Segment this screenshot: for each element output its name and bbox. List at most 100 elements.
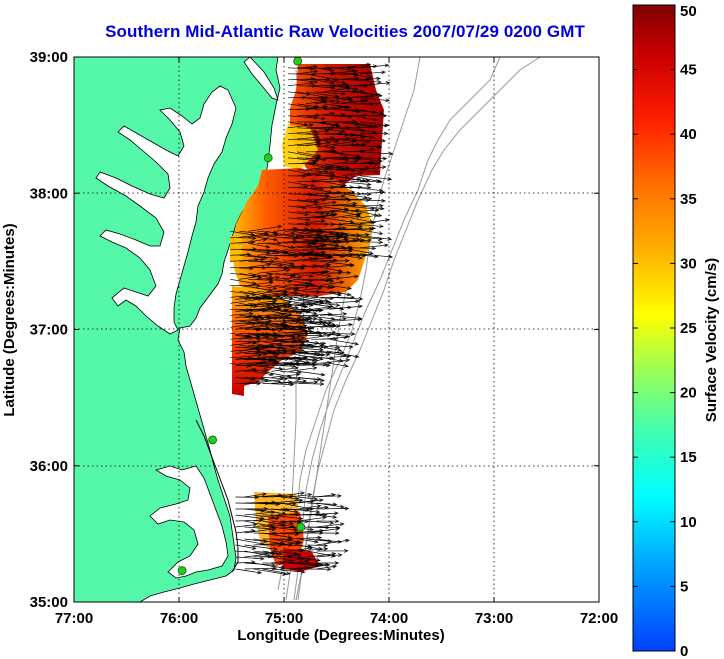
velocity-arrow xyxy=(314,91,346,96)
velocity-arrow xyxy=(230,290,257,297)
velocity-arrow xyxy=(329,245,353,250)
velocity-arrow xyxy=(266,242,296,250)
velocity-arrow xyxy=(271,526,298,532)
velocity-arrow xyxy=(298,504,322,510)
y-tick-label: 39:00 xyxy=(30,49,68,66)
velocity-arrow xyxy=(329,344,354,349)
velocity-arrow xyxy=(316,531,340,536)
velocity-arrow xyxy=(359,156,388,161)
velocity-arrow xyxy=(275,227,299,232)
velocity-arrow xyxy=(329,290,352,297)
colorbar-tick-label: 25 xyxy=(680,320,697,337)
velocity-arrow xyxy=(244,544,279,551)
velocity-arrow xyxy=(253,365,284,371)
velocity-arrow xyxy=(296,170,324,177)
velocity-arrow xyxy=(296,169,329,174)
velocity-arrow xyxy=(239,265,267,270)
velocity-arrow xyxy=(329,338,360,346)
velocity-arrow xyxy=(244,368,269,372)
velocity-arrow xyxy=(359,76,381,81)
velocity-arrow xyxy=(341,171,364,177)
velocity-arrow xyxy=(289,546,314,552)
velocity-arrow xyxy=(235,495,260,500)
velocity-arrow xyxy=(329,258,350,263)
x-tick-label: 75:00 xyxy=(265,610,303,627)
velocity-arrow xyxy=(280,540,303,546)
colorbar-tick-label: 0 xyxy=(680,643,688,659)
velocity-arrow xyxy=(253,516,280,522)
velocity-arrow xyxy=(359,63,390,69)
velocity-arrow xyxy=(314,67,335,73)
velocity-arrow xyxy=(350,223,384,229)
velocity-arrow xyxy=(296,205,323,210)
velocity-arrow xyxy=(329,284,352,291)
velocity-arrow xyxy=(262,312,286,318)
colorbar-tick-label: 5 xyxy=(680,578,688,595)
chesapeake-bay xyxy=(95,85,237,335)
velocity-arrow xyxy=(359,91,383,98)
velocity-arrow xyxy=(280,502,314,511)
velocity-arrow xyxy=(287,211,310,216)
velocity-arrow xyxy=(275,260,295,266)
velocity-arrow xyxy=(298,345,325,349)
velocity-arrow xyxy=(298,563,331,570)
velocity-arrow xyxy=(271,323,304,330)
velocity-arrow xyxy=(323,190,356,195)
velocity-arrow xyxy=(359,165,387,171)
pamlico-sound xyxy=(149,465,229,579)
velocity-arrow xyxy=(248,242,271,249)
velocity-arrow xyxy=(253,514,276,520)
velocity-arrow xyxy=(329,354,352,359)
velocity-arrow xyxy=(253,319,273,324)
velocity-arrow xyxy=(311,284,333,290)
velocity-arrow xyxy=(235,514,265,521)
velocity-arrow xyxy=(311,344,343,352)
velocity-arrow xyxy=(332,76,360,81)
velocity-arrow xyxy=(316,506,350,511)
velocity-arrow xyxy=(307,543,329,548)
velocity-arrow xyxy=(350,157,383,163)
velocity-arrow xyxy=(298,321,333,325)
velocity-arrow xyxy=(323,140,357,147)
velocity-arrow xyxy=(359,131,389,136)
velocity-arrow xyxy=(253,349,282,354)
colorbar-tick-label: 40 xyxy=(680,126,697,143)
velocity-arrow xyxy=(257,336,278,340)
velocity-arrow xyxy=(235,323,269,330)
velocity-arrow xyxy=(305,211,331,216)
velocity-arrow xyxy=(244,332,270,336)
velocity-arrow xyxy=(329,350,360,359)
velocity-arrow xyxy=(298,352,326,357)
velocity-arrow xyxy=(248,262,272,268)
velocity-arrow xyxy=(350,246,377,251)
velocity-arrow xyxy=(257,284,278,290)
velocity-arrow xyxy=(323,166,351,171)
velocity-arrow xyxy=(316,553,343,558)
velocity-arrow xyxy=(302,333,332,340)
velocity-arrow xyxy=(253,521,287,528)
velocity-arrow xyxy=(329,332,356,336)
velocity-arrow xyxy=(262,523,287,528)
velocity-arrow xyxy=(307,494,342,498)
velocity-arrow xyxy=(271,372,301,378)
velocity-arrow xyxy=(287,169,312,176)
velocity-arrow xyxy=(359,205,385,211)
velocity-arrow xyxy=(296,160,318,165)
velocity-arrow xyxy=(262,494,295,499)
velocity-arrow xyxy=(350,94,371,99)
velocity-arrow xyxy=(332,168,356,173)
velocity-arrow xyxy=(230,252,252,257)
velocity-arrow xyxy=(287,217,311,222)
velocity-arrow xyxy=(305,164,334,171)
velocity-arrow xyxy=(239,273,274,280)
velocity-arrow xyxy=(305,129,330,135)
velocity-arrow xyxy=(298,358,320,363)
velocity-arrow xyxy=(280,305,300,310)
velocity-arrow xyxy=(244,508,266,513)
velocity-arrow xyxy=(350,203,384,208)
velocity-arrow xyxy=(253,305,274,310)
velocity-arrow xyxy=(244,360,280,366)
velocity-arrow xyxy=(329,270,352,275)
velocity-arrow xyxy=(271,356,299,361)
velocity-arrow xyxy=(235,335,261,340)
